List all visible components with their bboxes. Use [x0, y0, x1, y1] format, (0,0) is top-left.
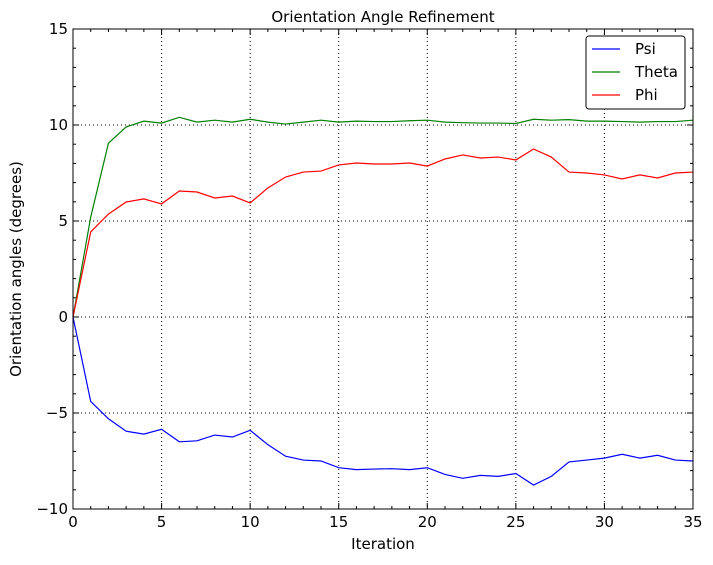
x-tick-label: 25 [506, 513, 525, 531]
y-tick-label: −10 [36, 500, 68, 518]
y-axis-label: Orientation angles (degrees) [7, 161, 25, 377]
x-tick-label: 30 [595, 513, 614, 531]
series-line-theta [72, 116, 694, 318]
legend-box [585, 35, 686, 110]
legend-label: Psi [635, 40, 656, 58]
series-line-psi [72, 316, 694, 486]
series-lines [72, 116, 694, 486]
x-tick-label: 35 [683, 513, 702, 531]
x-tick-label: 10 [241, 513, 260, 531]
legend-label: Theta [634, 63, 678, 81]
legend: Psi Theta Phi [585, 35, 686, 110]
plot-frame [72, 28, 694, 510]
legend-label: Phi [635, 86, 658, 104]
y-tick-label: 10 [49, 116, 68, 134]
x-tick-label: 15 [329, 513, 348, 531]
x-tick-label: 0 [68, 513, 78, 531]
x-tick-label: 5 [157, 513, 167, 531]
y-tick-label: 0 [58, 308, 68, 326]
series-line-phi [72, 148, 694, 318]
chart-title: Orientation Angle Refinement [271, 8, 494, 26]
y-tick-label: 5 [58, 212, 68, 230]
y-tick-label: 15 [49, 20, 68, 38]
y-tick-label: −5 [46, 404, 68, 422]
x-axis-label: Iteration [351, 535, 415, 553]
x-tick-label: 20 [418, 513, 437, 531]
axis-ticks: 0 5 10 15 20 25 30 35 −10 −5 0 5 10 15 [36, 20, 702, 531]
